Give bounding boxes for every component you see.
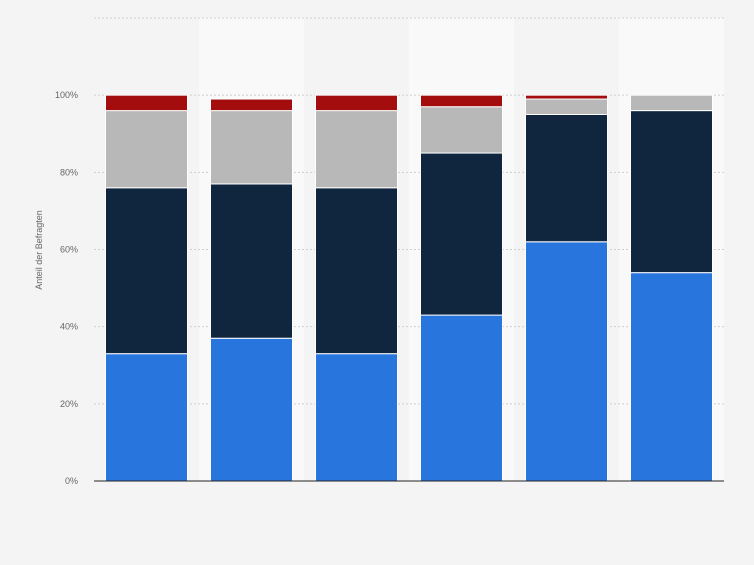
bar-segment-2 — [630, 110, 713, 274]
y-tick-label: 20% — [60, 399, 78, 409]
y-tick-label: 100% — [55, 90, 78, 100]
bar-segment-1 — [210, 337, 293, 482]
y-axis-ticks: 0% 20% 40% 60% 80% 100% — [55, 90, 78, 486]
bar-segment-2 — [420, 152, 503, 316]
bar-segment-3 — [420, 106, 503, 154]
bar-segment-3 — [210, 110, 293, 185]
gridlines — [94, 17, 724, 405]
bar-segment-4 — [315, 94, 398, 112]
bar-segment-4 — [210, 98, 293, 112]
bar-segment-3 — [525, 98, 608, 115]
y-tick-label: 60% — [60, 245, 78, 255]
bar-segment-2 — [525, 113, 608, 243]
bars — [105, 94, 713, 482]
bar-segment-1 — [315, 353, 398, 482]
bar-segment-4 — [105, 94, 188, 112]
bar-segment-4 — [420, 94, 503, 108]
y-tick-label: 0% — [65, 476, 78, 486]
bar-segment-2 — [315, 187, 398, 355]
bar-segment-3 — [315, 110, 398, 189]
y-tick-label: 40% — [60, 322, 78, 332]
y-tick-label: 80% — [60, 167, 78, 177]
bar-segment-1 — [630, 272, 713, 482]
bar-segment-4 — [525, 94, 608, 100]
bar-segment-1 — [105, 353, 188, 482]
bar-segment-2 — [105, 187, 188, 355]
y-axis-label: Anteil der Befragten — [34, 210, 44, 290]
bar-segment-3 — [630, 94, 713, 112]
bar-segment-2 — [210, 183, 293, 339]
bar-segment-3 — [105, 110, 188, 189]
bar-segment-1 — [420, 314, 503, 482]
bar-segment-1 — [525, 241, 608, 482]
